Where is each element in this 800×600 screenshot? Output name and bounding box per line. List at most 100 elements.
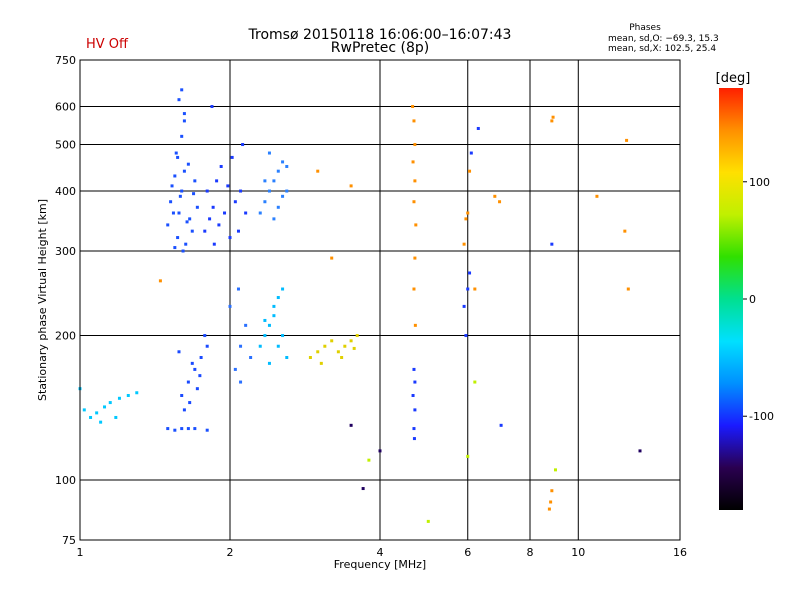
data-point xyxy=(223,211,227,215)
y-tick-label: 300 xyxy=(55,245,76,258)
data-point xyxy=(186,380,190,384)
data-point xyxy=(188,217,192,221)
data-point xyxy=(355,334,359,338)
y-axis-ticks: 75 100 200 300 400 500 600 750 xyxy=(55,54,76,547)
data-point xyxy=(180,189,184,193)
data-point xyxy=(276,169,280,173)
data-point xyxy=(182,408,186,412)
data-point xyxy=(190,229,194,233)
data-point xyxy=(336,350,340,354)
data-point xyxy=(316,169,320,173)
data-point xyxy=(114,415,118,419)
data-point xyxy=(176,155,180,159)
data-point xyxy=(551,115,555,119)
data-point xyxy=(281,194,285,198)
data-point xyxy=(182,119,186,123)
data-point xyxy=(468,169,472,173)
data-point xyxy=(228,236,232,240)
data-point xyxy=(263,334,267,338)
data-point xyxy=(241,143,245,147)
data-point xyxy=(498,200,502,204)
data-point xyxy=(82,408,86,412)
phases-title: Phases xyxy=(629,23,661,33)
data-point xyxy=(414,223,418,227)
y-tick-label: 600 xyxy=(55,101,76,114)
data-point xyxy=(258,344,262,348)
colorbar xyxy=(719,88,743,510)
data-point xyxy=(228,304,232,308)
data-point xyxy=(349,184,353,188)
chart-title-line-1: Tromsø 20150118 16:06:00–16:07:43 xyxy=(248,27,512,43)
data-point xyxy=(263,179,267,183)
data-point xyxy=(239,380,243,384)
grid-lines xyxy=(80,60,680,540)
data-point xyxy=(412,427,416,431)
y-tick-label: 500 xyxy=(55,139,76,152)
phases-stats-x: mean, sd,X: 102.5, 25.4 xyxy=(608,44,717,54)
data-point xyxy=(267,189,271,193)
data-point xyxy=(462,304,466,308)
colorbar-tick-label: 0 xyxy=(749,293,756,306)
data-point xyxy=(117,396,121,400)
data-point xyxy=(239,344,243,348)
colorbar-tick-label: -100 xyxy=(749,410,774,423)
data-point xyxy=(476,126,480,130)
data-point xyxy=(285,189,289,193)
data-point xyxy=(367,458,371,462)
x-tick-label: 1 xyxy=(77,546,84,559)
data-point xyxy=(176,236,180,240)
data-point xyxy=(188,401,192,405)
data-point xyxy=(169,200,173,204)
y-axis-label: Stationary phase Virtual Height [km] xyxy=(36,199,49,401)
data-point xyxy=(464,334,468,338)
hv-status-label: HV Off xyxy=(86,37,128,52)
data-point xyxy=(378,449,382,453)
data-point xyxy=(177,211,181,215)
x-axis-ticks: 1 2 4 6 8 10 16 xyxy=(77,546,688,559)
data-point xyxy=(186,162,190,166)
data-point xyxy=(135,391,139,395)
y-tick-label: 750 xyxy=(55,54,76,67)
data-point xyxy=(349,423,353,427)
data-point xyxy=(193,179,197,183)
data-point xyxy=(413,256,417,260)
data-point xyxy=(638,449,642,453)
data-point xyxy=(170,184,174,188)
x-tick-label: 6 xyxy=(464,546,471,559)
data-point xyxy=(215,179,219,183)
data-point xyxy=(412,367,416,371)
data-point xyxy=(462,242,466,246)
data-point xyxy=(239,189,243,193)
data-point xyxy=(205,189,209,193)
data-point xyxy=(95,411,99,415)
x-tick-label: 16 xyxy=(673,546,687,559)
data-point xyxy=(272,179,276,183)
data-point xyxy=(173,428,177,432)
data-point xyxy=(412,287,416,291)
data-point xyxy=(212,242,216,246)
data-points xyxy=(78,88,642,523)
data-point xyxy=(166,223,170,227)
data-point xyxy=(276,344,280,348)
data-point xyxy=(192,192,196,196)
data-point xyxy=(171,211,175,215)
data-point xyxy=(158,279,162,283)
data-point xyxy=(211,205,215,209)
data-point xyxy=(281,334,285,338)
data-point xyxy=(623,229,627,233)
colorbar-label: [deg] xyxy=(716,71,751,86)
data-point xyxy=(226,184,230,188)
data-point xyxy=(186,427,190,431)
data-point xyxy=(340,355,344,359)
x-tick-label: 2 xyxy=(227,546,234,559)
data-point xyxy=(550,242,554,246)
plot-frame xyxy=(79,59,681,541)
data-point xyxy=(210,105,214,109)
data-point xyxy=(173,174,177,178)
data-point xyxy=(547,507,551,511)
data-point xyxy=(244,211,248,215)
data-point xyxy=(217,223,221,227)
data-point xyxy=(181,249,185,253)
x-tick-label: 8 xyxy=(527,546,534,559)
data-point xyxy=(258,211,262,215)
